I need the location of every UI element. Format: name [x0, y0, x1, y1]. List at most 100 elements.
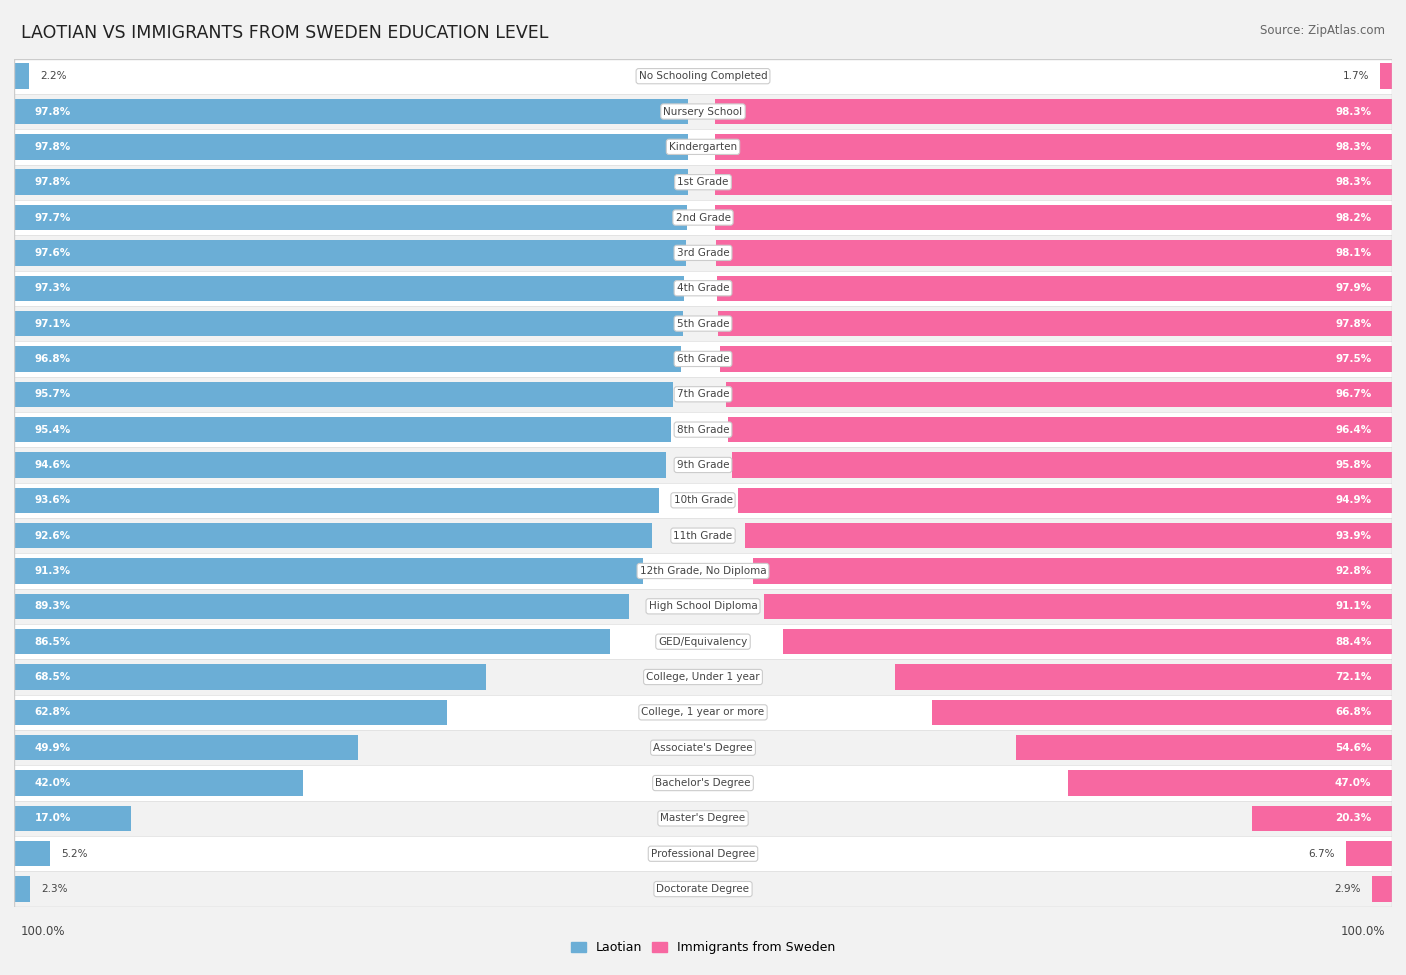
Bar [14, 129, 1392, 165]
Bar [714, 135, 1392, 160]
Bar [14, 664, 486, 689]
Text: 92.8%: 92.8% [1336, 566, 1371, 576]
Text: Source: ZipAtlas.com: Source: ZipAtlas.com [1260, 24, 1385, 37]
Bar [14, 376, 1392, 411]
Text: 96.4%: 96.4% [1336, 424, 1371, 435]
Bar [752, 559, 1392, 584]
Text: 97.8%: 97.8% [35, 177, 70, 187]
Bar [14, 306, 1392, 341]
Bar [733, 452, 1392, 478]
Text: 96.7%: 96.7% [1336, 389, 1371, 400]
Text: 97.1%: 97.1% [35, 319, 70, 329]
Text: Master's Degree: Master's Degree [661, 813, 745, 824]
Bar [14, 170, 688, 195]
Bar [14, 346, 681, 371]
Bar [14, 276, 685, 301]
Bar [717, 276, 1392, 301]
Text: 98.3%: 98.3% [1336, 177, 1371, 187]
Bar [14, 483, 1392, 518]
Text: GED/Equivalency: GED/Equivalency [658, 637, 748, 646]
Text: 97.8%: 97.8% [35, 141, 70, 152]
Bar [1253, 805, 1392, 831]
Text: 9th Grade: 9th Grade [676, 460, 730, 470]
Text: 98.2%: 98.2% [1336, 213, 1371, 222]
Text: 86.5%: 86.5% [35, 637, 70, 646]
Bar [14, 800, 1392, 836]
Text: 98.1%: 98.1% [1336, 248, 1371, 258]
Bar [14, 205, 688, 230]
Text: High School Diploma: High School Diploma [648, 602, 758, 611]
Text: 20.3%: 20.3% [1336, 813, 1371, 824]
Text: 94.9%: 94.9% [1336, 495, 1371, 505]
Bar [14, 341, 1392, 376]
Bar [14, 624, 1392, 659]
Bar [783, 629, 1392, 654]
Bar [14, 270, 1392, 306]
Bar [1346, 841, 1392, 867]
Text: 95.4%: 95.4% [35, 424, 70, 435]
Text: College, Under 1 year: College, Under 1 year [647, 672, 759, 682]
Text: LAOTIAN VS IMMIGRANTS FROM SWEDEN EDUCATION LEVEL: LAOTIAN VS IMMIGRANTS FROM SWEDEN EDUCAT… [21, 24, 548, 42]
Text: 97.8%: 97.8% [35, 106, 70, 117]
Bar [14, 659, 1392, 694]
Bar [14, 523, 652, 548]
Bar [718, 311, 1392, 336]
Text: 94.6%: 94.6% [35, 460, 70, 470]
Bar [14, 63, 30, 89]
Text: 2nd Grade: 2nd Grade [675, 213, 731, 222]
Bar [932, 700, 1392, 725]
Text: 5.2%: 5.2% [60, 848, 87, 859]
Text: 95.7%: 95.7% [35, 389, 70, 400]
Text: 91.3%: 91.3% [35, 566, 70, 576]
Text: 88.4%: 88.4% [1334, 637, 1371, 646]
Bar [14, 135, 688, 160]
Bar [14, 488, 659, 513]
Text: Professional Degree: Professional Degree [651, 848, 755, 859]
Text: 10th Grade: 10th Grade [673, 495, 733, 505]
Bar [716, 240, 1392, 265]
Bar [14, 694, 1392, 730]
Text: 97.5%: 97.5% [1336, 354, 1371, 364]
Text: 62.8%: 62.8% [35, 707, 70, 718]
Text: 5th Grade: 5th Grade [676, 319, 730, 329]
Text: 100.0%: 100.0% [1340, 924, 1385, 938]
Bar [896, 664, 1392, 689]
Bar [14, 730, 1392, 765]
Text: 1st Grade: 1st Grade [678, 177, 728, 187]
Text: 100.0%: 100.0% [21, 924, 66, 938]
Text: 66.8%: 66.8% [1336, 707, 1371, 718]
Text: Bachelor's Degree: Bachelor's Degree [655, 778, 751, 788]
Bar [14, 165, 1392, 200]
Bar [14, 765, 1392, 800]
Text: 49.9%: 49.9% [35, 743, 70, 753]
Text: 97.7%: 97.7% [35, 213, 72, 222]
Text: 54.6%: 54.6% [1334, 743, 1371, 753]
Bar [1015, 735, 1392, 760]
Text: 97.8%: 97.8% [1336, 319, 1371, 329]
Text: 12th Grade, No Diploma: 12th Grade, No Diploma [640, 566, 766, 576]
Text: 3rd Grade: 3rd Grade [676, 248, 730, 258]
Bar [714, 170, 1392, 195]
Bar [14, 594, 630, 619]
Bar [14, 411, 1392, 448]
Bar [738, 488, 1392, 513]
Bar [14, 311, 683, 336]
Bar [14, 629, 610, 654]
Text: 17.0%: 17.0% [35, 813, 72, 824]
Bar [14, 58, 1392, 94]
Bar [14, 770, 304, 796]
Text: 42.0%: 42.0% [35, 778, 72, 788]
Text: 98.3%: 98.3% [1336, 141, 1371, 152]
Text: 97.6%: 97.6% [35, 248, 70, 258]
Legend: Laotian, Immigrants from Sweden: Laotian, Immigrants from Sweden [565, 936, 841, 959]
Bar [14, 240, 686, 265]
Text: 6.7%: 6.7% [1308, 848, 1334, 859]
Text: College, 1 year or more: College, 1 year or more [641, 707, 765, 718]
Bar [14, 235, 1392, 270]
Text: Kindergarten: Kindergarten [669, 141, 737, 152]
Bar [14, 589, 1392, 624]
Text: 72.1%: 72.1% [1334, 672, 1371, 682]
Bar [14, 841, 49, 867]
Text: Associate's Degree: Associate's Degree [654, 743, 752, 753]
Text: 2.9%: 2.9% [1334, 884, 1361, 894]
